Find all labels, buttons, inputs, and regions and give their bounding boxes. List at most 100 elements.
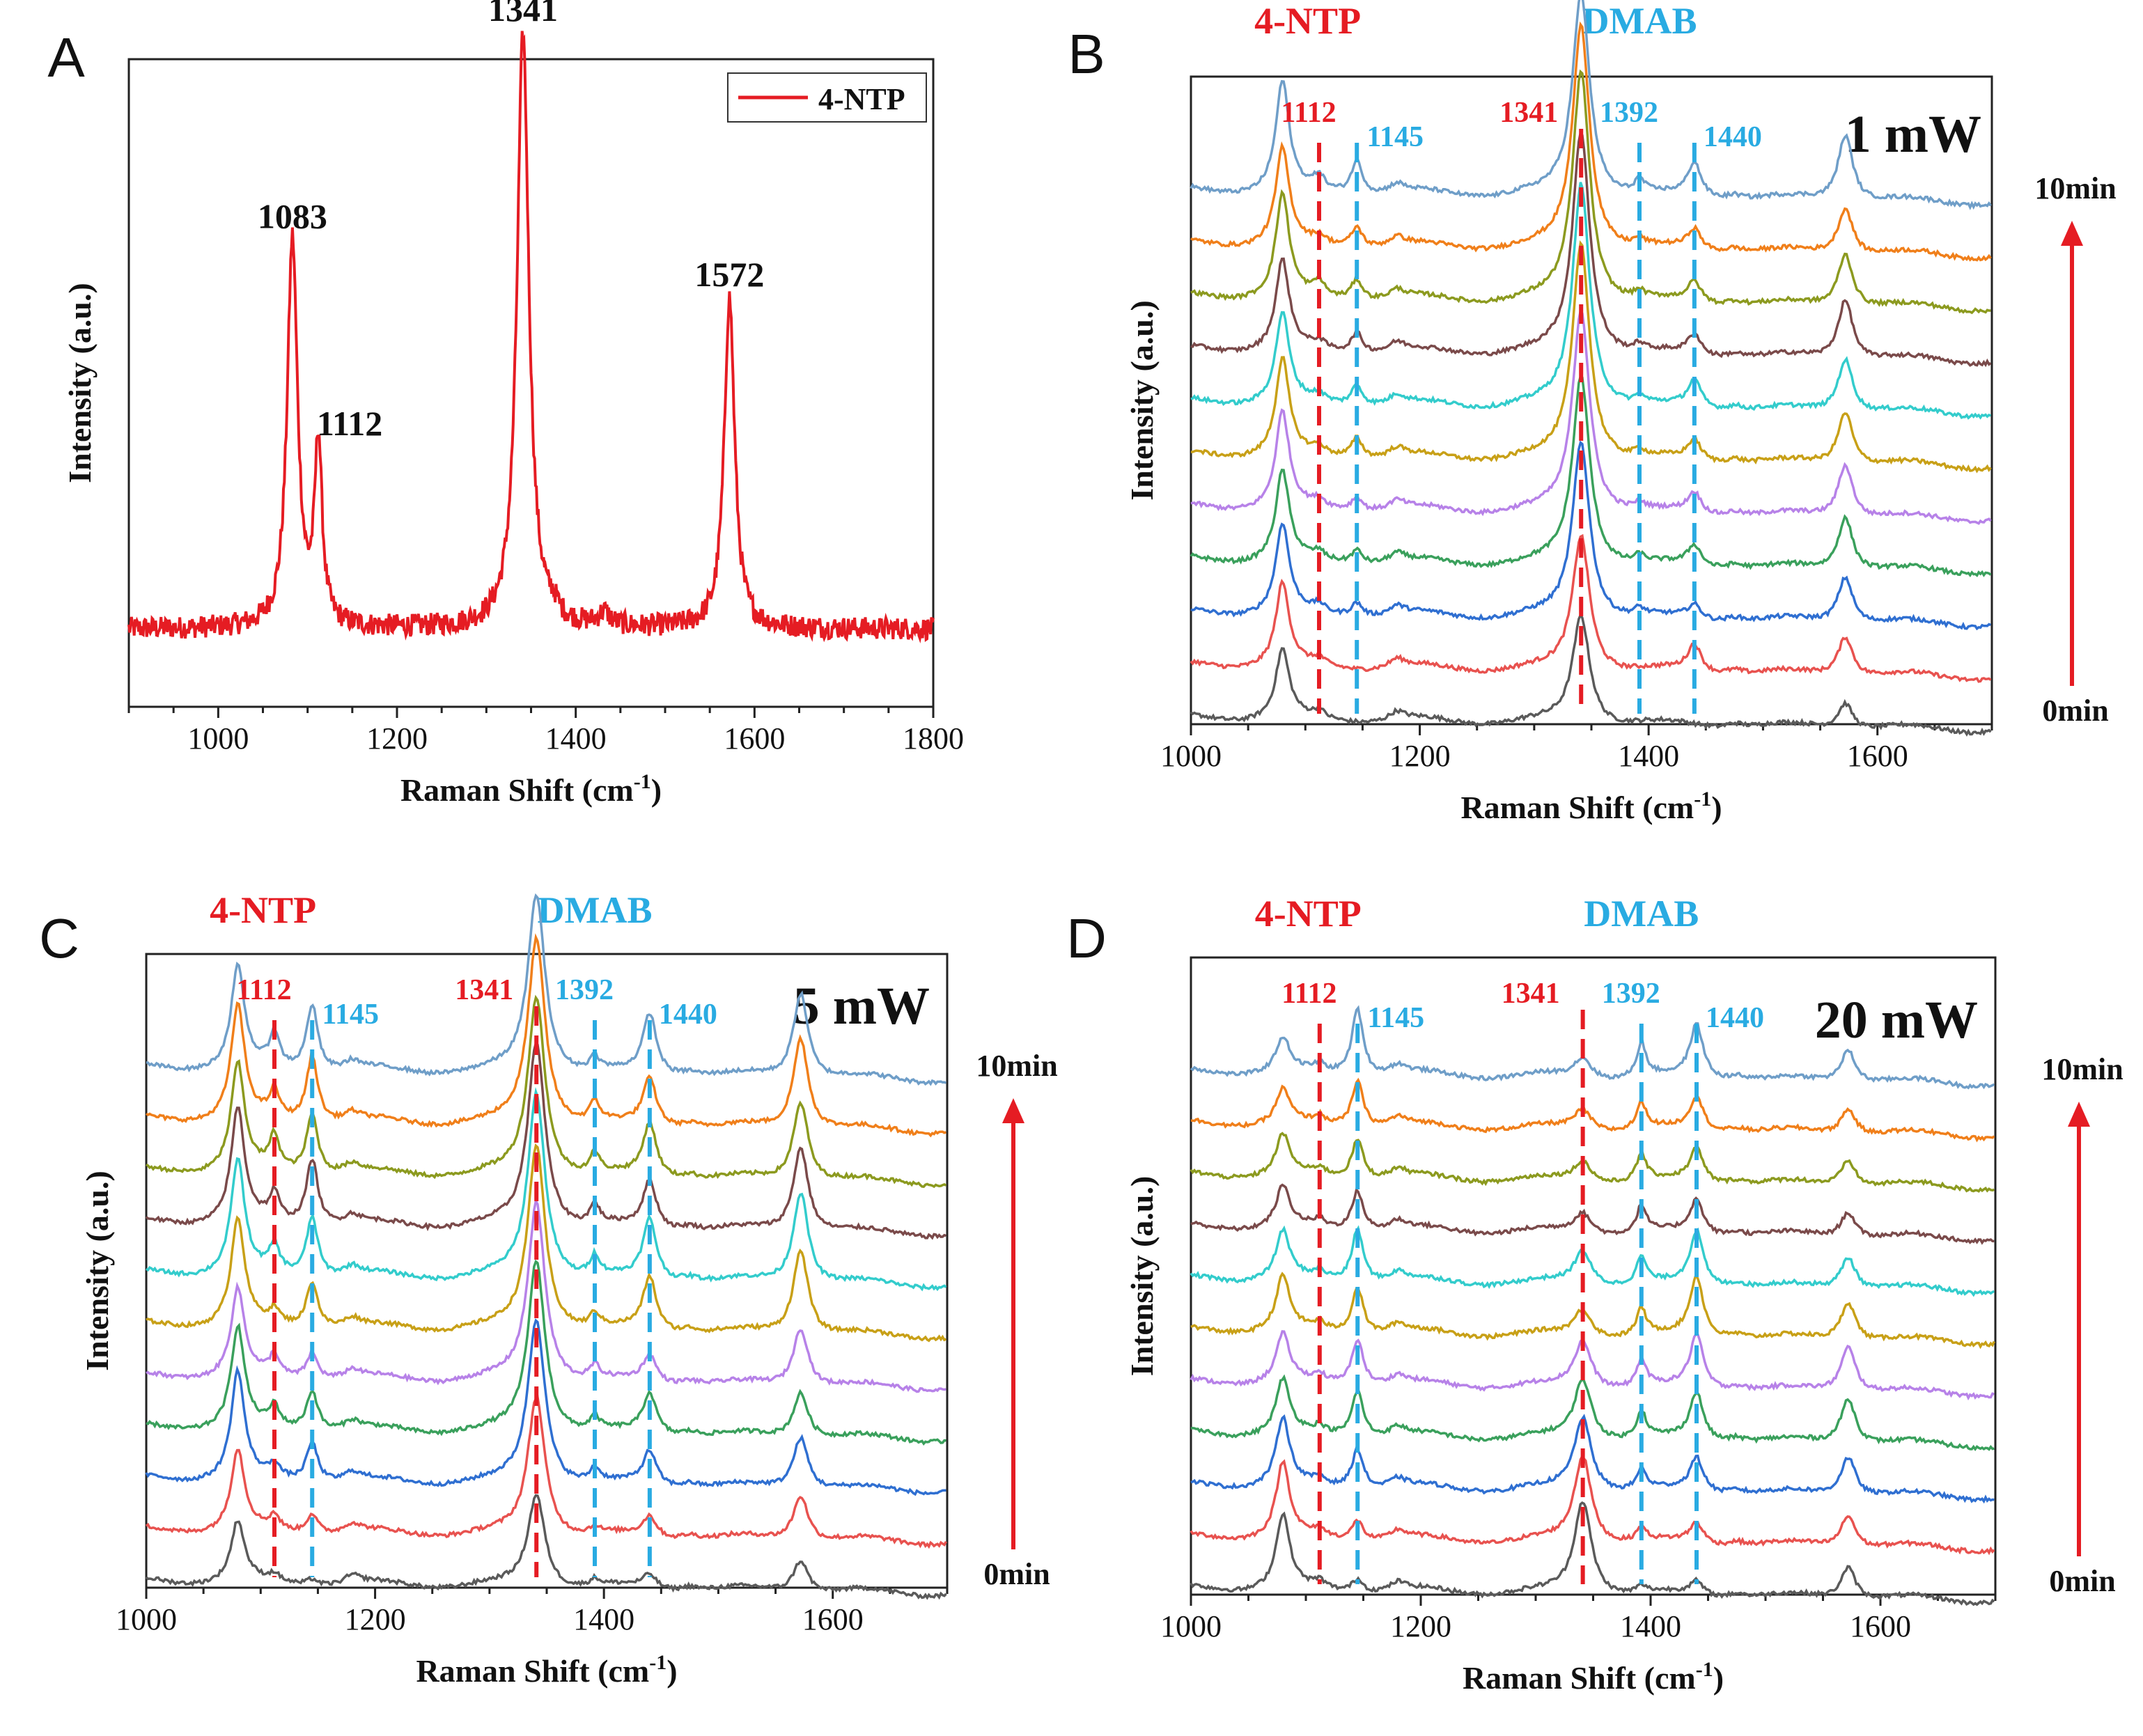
spectrum-t3min — [1190, 1374, 1995, 1451]
x-tick-label: 1000 — [187, 721, 249, 756]
spectrum-t0min — [145, 1494, 947, 1600]
spectrum-t6min — [1190, 182, 1992, 420]
x-tick-label: 1600 — [724, 721, 785, 756]
time-label-start: 0min — [2049, 1564, 2115, 1598]
spectrum-t6min — [146, 1087, 947, 1292]
spectrum-t8min — [1190, 1132, 1995, 1193]
x-tick-label: 1400 — [1618, 739, 1679, 773]
time-label-end: 10min — [976, 1049, 1057, 1083]
time-label-end: 10min — [2041, 1052, 2123, 1086]
spectrum-t4min — [1190, 1330, 1995, 1401]
y-axis-label: Intensity (a.u.) — [62, 283, 98, 483]
y-axis-label: Intensity (a.u.) — [1124, 1176, 1160, 1377]
spectrum-t10min — [1190, 0, 1992, 210]
peak-label-1572: 1572 — [694, 255, 764, 294]
spectrum-t1min — [145, 1394, 947, 1549]
dmab-peak-label-1440: 1440 — [1706, 1002, 1764, 1034]
spectrum-t10min — [146, 893, 947, 1086]
spectrum-t2min — [1190, 440, 1992, 631]
peak-label-1112: 1112 — [317, 404, 382, 443]
spectrum-t6min — [1190, 1225, 1995, 1297]
panel-d-axes: 1000 1200 1400 1600 Raman Shift (cm-1) Intens… — [1124, 956, 1997, 1696]
dmab-peak-label-1392: 1392 — [1600, 97, 1658, 129]
spectrum-t10min — [1190, 1005, 1995, 1090]
spectrum-t1min — [1190, 533, 1992, 683]
label-dmab-group: DMAB — [1584, 893, 1699, 935]
x-tick-label: 1200 — [345, 1602, 406, 1636]
panel-a-axes: 1000 1200 1400 1600 1800 Raman Shift (cm-1) In… — [62, 58, 964, 808]
panel-c-axes: 1000 1200 1400 1600 Raman Shift (cm-1) Intens… — [79, 953, 949, 1689]
spectrum-t7min — [145, 1040, 946, 1240]
ntp-peak-label-1112: 1112 — [236, 974, 291, 1006]
spectrum-t8min — [146, 994, 947, 1189]
spectrum-t2min — [1190, 1414, 1995, 1504]
peak-label-1083: 1083 — [258, 196, 327, 235]
label-4-ntp-group: 4-NTP — [1254, 0, 1361, 42]
time-arrow-head — [2061, 221, 2083, 246]
x-axis-label: Raman Shift (cm-1) — [1463, 1658, 1724, 1696]
label-4-ntp-group: 4-NTP — [1255, 893, 1362, 935]
dmab-peak-label-1440: 1440 — [659, 999, 717, 1031]
label-dmab-group: DMAB — [538, 889, 653, 931]
ntp-peak-label-1112: 1112 — [1281, 978, 1337, 1010]
spectrum-t5min — [1191, 240, 1992, 474]
x-tick-label: 1600 — [1850, 1609, 1911, 1643]
ntp-peak-label-1341: 1341 — [455, 974, 513, 1006]
dmab-peak-label-1145: 1145 — [1366, 121, 1424, 153]
time-label-start: 0min — [983, 1557, 1050, 1591]
spectrum-t5min — [146, 1143, 947, 1343]
x-axis-label: Raman Shift (cm-1) — [416, 1651, 677, 1689]
label-4-ntp-group: 4-NTP — [210, 889, 316, 931]
spectrum-t3min — [1190, 374, 1992, 578]
label-dmab-group: DMAB — [1582, 0, 1697, 42]
time-label-end: 10min — [2034, 171, 2116, 205]
spectrum-t7min — [1190, 129, 1992, 368]
spectrum-t5min — [1190, 1272, 1995, 1350]
spectrum-4-ntp — [127, 31, 935, 644]
x-tick-label: 1400 — [573, 1602, 634, 1636]
spectrum-t9min — [1190, 21, 1992, 262]
x-axis-label: Raman Shift (cm-1) — [1460, 788, 1722, 825]
spectrum-t9min — [1190, 1077, 1995, 1143]
dmab-peak-label-1392: 1392 — [555, 974, 614, 1006]
spectrum-t3min — [146, 1259, 946, 1446]
spectrum-t8min — [1190, 69, 1991, 315]
spectrum-t0min — [1190, 1501, 1995, 1606]
x-tick-label: 1400 — [545, 721, 607, 756]
panel-letter-c: C — [39, 907, 79, 969]
dmab-peak-label-1440: 1440 — [1704, 121, 1762, 153]
dmab-peak-label-1145: 1145 — [322, 999, 379, 1031]
panel-letter-b: B — [1068, 23, 1105, 85]
y-axis-label: Intensity (a.u.) — [1124, 300, 1160, 501]
time-arrow-head — [1002, 1098, 1024, 1123]
peak-label-1341: 1341 — [488, 0, 558, 29]
panel-letter-a: A — [47, 26, 85, 88]
x-tick-label: 1200 — [1389, 739, 1451, 773]
power-label: 5 mW — [793, 977, 930, 1035]
power-label: 1 mW — [1845, 105, 1981, 164]
spectrum-t1min — [1190, 1454, 1995, 1556]
time-arrow-head — [2068, 1102, 2090, 1127]
x-tick-label: 1400 — [1620, 1609, 1681, 1643]
x-tick-label: 1200 — [1390, 1609, 1451, 1643]
spectrum-t4min — [1190, 307, 1992, 525]
y-axis-label: Intensity (a.u.) — [79, 1171, 115, 1371]
dmab-peak-label-1145: 1145 — [1367, 1002, 1424, 1034]
panel-b-axes: 1000 1200 1400 1600 Raman Shift (cm-1) Intens… — [1124, 75, 1993, 825]
dmab-peak-label-1392: 1392 — [1602, 978, 1660, 1010]
ntp-peak-label-1341: 1341 — [1499, 97, 1558, 129]
spectrum-t2min — [145, 1318, 946, 1496]
legend-label: 4-NTP — [818, 82, 905, 116]
x-tick-label: 1000 — [1160, 739, 1222, 773]
x-tick-label: 1000 — [116, 1602, 177, 1636]
spectrum-t7min — [1190, 1183, 1995, 1245]
ntp-peak-label-1112: 1112 — [1281, 97, 1336, 129]
x-tick-label: 1200 — [366, 721, 428, 756]
plot-frame — [145, 953, 949, 1589]
spectrum-t9min — [146, 933, 946, 1138]
x-tick-label: 1000 — [1160, 1609, 1222, 1643]
x-axis-label: Raman Shift (cm-1) — [400, 770, 662, 808]
x-tick-label: 1600 — [1847, 739, 1908, 773]
panel-letter-d: D — [1066, 907, 1107, 969]
